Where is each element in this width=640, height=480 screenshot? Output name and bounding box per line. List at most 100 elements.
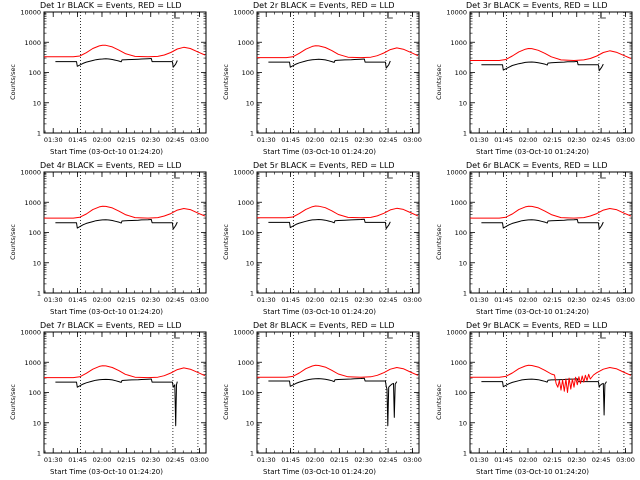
- x-tick-label: 02:00: [519, 456, 538, 464]
- x-tick-label: 02:15: [543, 296, 562, 304]
- x-tick-label: 02:00: [93, 456, 112, 464]
- x-tick-label: 02:00: [519, 296, 538, 304]
- x-tick-label: 02:15: [543, 136, 562, 144]
- plot-svg: 1 10 100 1000 10000 01:30 01:45 02:00 02:15 02:30…: [233, 169, 422, 305]
- y-tick-label: 1000: [24, 199, 41, 207]
- events-series-line: [55, 219, 178, 230]
- panel-title: Det 4r BLACK = Events, RED = LLD: [40, 161, 182, 170]
- y-tick-label: 1000: [24, 39, 41, 47]
- y-tick-label: 10: [33, 99, 41, 107]
- y-tick-label: 1: [37, 450, 41, 458]
- x-tick-label: 02:30: [141, 456, 160, 464]
- lld-series-line: [44, 44, 206, 58]
- plot-frame: [469, 171, 633, 294]
- x-tick-label: 01:45: [494, 456, 513, 464]
- x-tick-label: 02:15: [117, 296, 136, 304]
- events-series-line: [55, 58, 178, 68]
- events-series-line: [481, 219, 604, 230]
- y-tick-label: 10: [246, 99, 254, 107]
- interval-bracket-mark: [600, 12, 606, 19]
- interval-bracket-mark: [387, 332, 393, 339]
- y-tick-label: 10: [459, 259, 467, 267]
- x-axis-label: Start Time (03-Oct-10 01:24:20): [263, 308, 376, 316]
- y-tick-label: 10000: [20, 329, 41, 337]
- panel-title: Det 9r BLACK = Events, RED = LLD: [466, 321, 608, 330]
- chart-panel: Det 3r BLACK = Events, RED = LLD Start Ti…: [426, 0, 639, 160]
- x-axis-label: Start Time (03-Oct-10 01:24:20): [263, 148, 376, 156]
- x-tick-label: 02:00: [93, 296, 112, 304]
- x-tick-label: 03:00: [190, 296, 209, 304]
- plot-frame: [43, 331, 207, 454]
- plot-frame: [469, 11, 633, 134]
- interval-bracket-mark: [600, 172, 606, 179]
- panel-title: Det 8r BLACK = Events, RED = LLD: [253, 321, 395, 330]
- x-tick-label: 02:45: [592, 456, 611, 464]
- x-tick-label: 02:00: [306, 296, 325, 304]
- x-tick-label: 01:45: [281, 456, 300, 464]
- lld-series-line: [257, 45, 419, 59]
- x-tick-label: 01:45: [68, 296, 87, 304]
- y-tick-label: 10000: [20, 9, 41, 17]
- y-tick-label: 100: [29, 229, 41, 237]
- y-tick-label: 1: [250, 450, 254, 458]
- x-tick-label: 02:30: [141, 296, 160, 304]
- y-tick-label: 1000: [237, 39, 254, 47]
- events-series-line: [268, 58, 391, 69]
- x-axis-label: Start Time (03-Oct-10 01:24:20): [263, 468, 376, 476]
- x-tick-label: 01:30: [470, 296, 489, 304]
- y-tick-label: 10000: [20, 169, 41, 177]
- y-tick-label: 1000: [237, 199, 254, 207]
- plot-svg: 1 10 100 1000 10000 01:30 01:45 02:00 02:15 02:30…: [233, 9, 422, 145]
- y-tick-label: 10000: [446, 329, 467, 337]
- chart-panel: Det 8r BLACK = Events, RED = LLD Start Ti…: [213, 320, 426, 480]
- panel-title: Det 6r BLACK = Events, RED = LLD: [466, 161, 608, 170]
- y-tick-label: 10: [459, 99, 467, 107]
- panel-title: Det 5r BLACK = Events, RED = LLD: [253, 161, 395, 170]
- y-tick-label: 1: [37, 290, 41, 298]
- x-tick-label: 02:45: [379, 136, 398, 144]
- x-tick-label: 01:30: [44, 296, 63, 304]
- x-tick-label: 03:00: [403, 456, 422, 464]
- lld-series-line: [257, 364, 419, 378]
- x-axis-label: Start Time (03-Oct-10 01:24:20): [50, 308, 163, 316]
- chart-panel: Det 4r BLACK = Events, RED = LLD Start Ti…: [0, 160, 213, 320]
- events-series-line: [55, 378, 178, 427]
- x-tick-label: 02:30: [567, 296, 586, 304]
- x-tick-label: 03:00: [190, 456, 209, 464]
- x-tick-label: 01:30: [44, 456, 63, 464]
- y-tick-label: 1000: [450, 39, 467, 47]
- x-tick-label: 01:45: [68, 456, 87, 464]
- plot-svg: 1 10 100 1000 10000 01:30 01:45 02:00 02:15 02:30…: [20, 9, 209, 145]
- x-tick-label: 03:00: [190, 136, 209, 144]
- x-tick-label: 02:30: [567, 456, 586, 464]
- x-tick-label: 01:45: [281, 296, 300, 304]
- x-tick-label: 02:30: [141, 136, 160, 144]
- y-tick-label: 100: [242, 69, 254, 77]
- events-series-line: [268, 218, 391, 230]
- x-tick-label: 02:45: [166, 456, 185, 464]
- y-tick-label: 10000: [446, 9, 467, 17]
- x-tick-label: 02:45: [592, 296, 611, 304]
- interval-bracket-mark: [174, 172, 180, 179]
- lld-series-line: [44, 205, 206, 219]
- plot-frame: [256, 171, 420, 294]
- x-tick-label: 03:00: [616, 296, 635, 304]
- y-tick-label: 1000: [237, 359, 254, 367]
- x-tick-label: 02:00: [306, 136, 325, 144]
- y-tick-label: 1: [463, 450, 467, 458]
- x-tick-label: 03:00: [616, 456, 635, 464]
- y-tick-label: 100: [455, 389, 467, 397]
- x-tick-label: 02:15: [330, 136, 349, 144]
- x-tick-label: 01:30: [470, 456, 489, 464]
- x-tick-label: 02:30: [354, 296, 373, 304]
- plot-frame: [43, 171, 207, 294]
- y-tick-label: 100: [455, 229, 467, 237]
- x-tick-label: 03:00: [616, 136, 635, 144]
- interval-bracket-mark: [600, 332, 606, 339]
- interval-bracket-mark: [174, 332, 180, 339]
- x-tick-label: 02:15: [117, 456, 136, 464]
- x-tick-label: 03:00: [403, 136, 422, 144]
- x-tick-label: 02:45: [166, 296, 185, 304]
- plot-frame: [43, 11, 207, 134]
- x-tick-label: 02:45: [592, 136, 611, 144]
